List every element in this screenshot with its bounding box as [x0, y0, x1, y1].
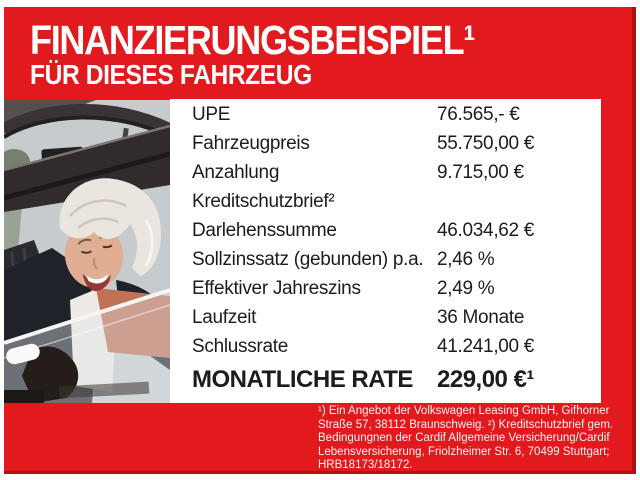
terracotta-reflection — [96, 288, 170, 358]
hair-strands — [69, 199, 127, 229]
row-value: 46.034,62 € — [437, 220, 535, 241]
row-label: Fahrzeugpreis — [192, 133, 310, 154]
woman-hair — [59, 178, 162, 276]
row-value: 76.565,- € — [437, 104, 520, 125]
disclaimer-text: ¹) Ein Angebot der Volkswagen Leasing Gm… — [318, 405, 636, 473]
woman-in-car-illustration — [4, 100, 170, 403]
door-frame-shadow — [4, 151, 170, 201]
disclaimer-line: ¹) Ein Angebot der Volkswagen Leasing Gm… — [318, 405, 610, 417]
roof-seal — [4, 115, 170, 139]
table-row: Fahrzeugpreis 55.750,00 € — [192, 129, 601, 158]
row-label: Schlussrate — [192, 336, 288, 357]
row-label: Kreditschutzbrief² — [192, 191, 335, 212]
wing-mirror — [6, 343, 40, 365]
row-label: Effektiver Jahreszins — [192, 278, 361, 299]
page-title: FINANZIERUNGSBEISPIEL¹ — [30, 17, 475, 63]
monthly-rate-label: MONATLICHE RATE — [192, 366, 413, 393]
roof-edge — [4, 104, 170, 136]
table-row: Sollzinssatz (gebunden) p.a. 2,46 % — [192, 245, 601, 274]
monthly-rate-value: 229,00 €¹ — [437, 366, 534, 393]
door-sill — [58, 381, 150, 399]
table-row: Laufzeit 36 Monate — [192, 303, 601, 332]
red-background: FINANZIERUNGSBEISPIEL¹ FÜR DIESES FAHRZE… — [4, 7, 636, 474]
monthly-rate-row: MONATLICHE RATE 229,00 €¹ — [192, 364, 601, 396]
disclaimer-line: Straße 57, 38112 Braunschweig. ²) Kredit… — [318, 418, 614, 431]
page-subtitle: FÜR DIESES FAHRZEUG — [30, 59, 312, 90]
table-row: Anzahlung 9.715,00 € — [192, 158, 601, 187]
row-label: Darlehenssumme — [192, 220, 337, 241]
interior-shadow — [4, 390, 44, 403]
row-value: 2,46 % — [437, 249, 495, 270]
table-row: Kreditschutzbrief² — [192, 187, 601, 216]
disclaimer-line: Lebensversicherung, Friolzheimer Str. 6,… — [318, 445, 610, 458]
row-value: 41.241,00 € — [437, 336, 535, 357]
table-row: UPE 76.565,- € — [192, 100, 601, 129]
glass-edge — [4, 288, 170, 345]
woman-in-car-photo — [4, 100, 170, 403]
row-label: Laufzeit — [192, 307, 257, 328]
row-value: 55.750,00 € — [437, 133, 535, 154]
hair-highlight — [144, 219, 154, 267]
row-value: 2,49 % — [437, 278, 495, 299]
row-label: Sollzinssatz (gebunden) p.a. — [192, 249, 424, 270]
table-row: Darlehenssumme 46.034,62 € — [192, 216, 601, 245]
disclaimer-line: HRB18173/18172. — [318, 459, 413, 472]
row-label: UPE — [192, 104, 231, 125]
table-row: Schlussrate 41.241,00 € — [192, 332, 601, 361]
row-label: Anzahlung — [192, 162, 280, 183]
disclaimer-line: Bedingungnen der Cardif Allgemeine Versi… — [318, 432, 610, 445]
financing-table: UPE 76.565,- € Fahrzeugpreis 55.750,00 €… — [170, 99, 601, 403]
table-row: Effektiver Jahreszins 2,49 % — [192, 274, 601, 303]
row-value: 36 Monate — [437, 307, 525, 328]
outside-view — [4, 206, 22, 254]
door-frame-highlight — [4, 124, 170, 172]
row-value: 9.715,00 € — [437, 162, 524, 183]
